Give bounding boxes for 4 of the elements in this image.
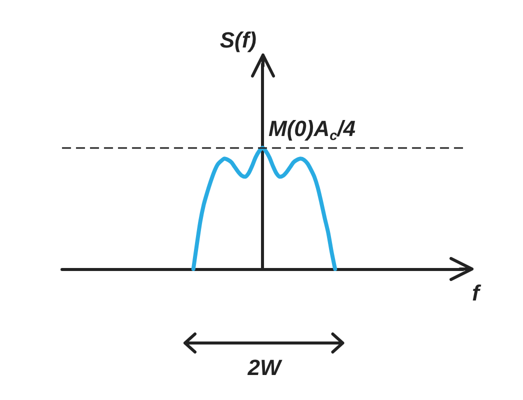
x-axis-title: f [472, 280, 482, 306]
y-axis-title: S(f) [220, 28, 256, 52]
text: 2W [248, 355, 281, 380]
ref-line-label: M(0)A$_{c}$/4 [268, 116, 356, 143]
